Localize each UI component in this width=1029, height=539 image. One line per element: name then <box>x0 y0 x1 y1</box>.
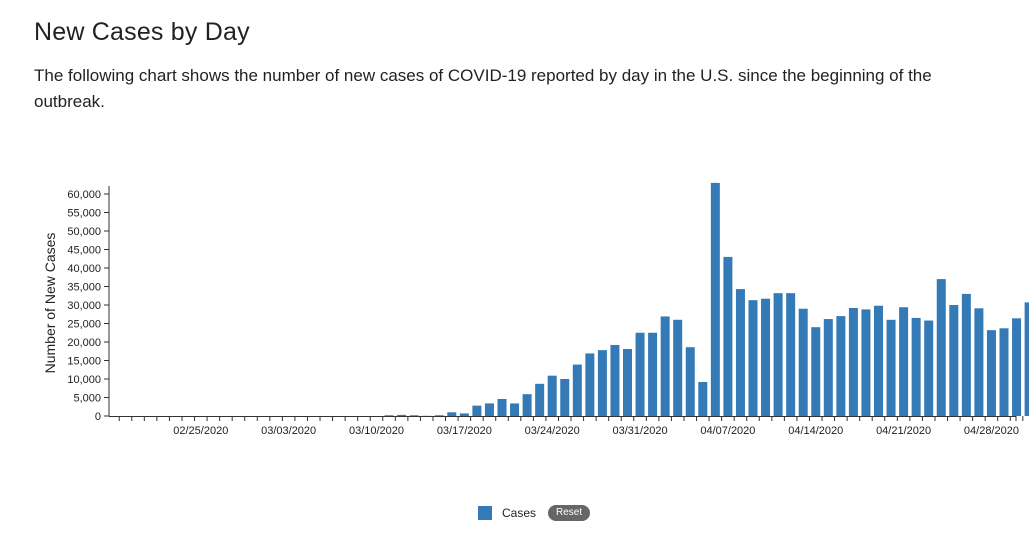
bar[interactable] <box>1012 318 1022 416</box>
x-tick-label: 03/17/2020 <box>437 425 492 437</box>
x-tick-label: 03/10/2020 <box>349 425 404 437</box>
y-tick-label: 20,000 <box>67 337 101 349</box>
bar[interactable] <box>974 308 984 416</box>
reset-button[interactable]: Reset <box>548 505 591 521</box>
bar[interactable] <box>648 332 658 416</box>
bar[interactable] <box>848 307 858 416</box>
bar[interactable] <box>623 349 632 416</box>
bar[interactable] <box>472 405 482 416</box>
bar[interactable] <box>823 319 833 416</box>
bar[interactable] <box>447 412 457 416</box>
bar[interactable] <box>723 256 733 416</box>
page-description: The following chart shows the number of … <box>34 66 932 111</box>
bar[interactable] <box>698 381 708 416</box>
legend-label-cases[interactable]: Cases <box>502 506 537 520</box>
y-axis-title: Number of New Cases <box>42 233 58 374</box>
y-tick-label: 40,000 <box>67 263 101 275</box>
x-tick-label: 02/25/2020 <box>173 425 228 437</box>
bar[interactable] <box>961 293 971 416</box>
bar[interactable] <box>1024 302 1029 416</box>
bar[interactable] <box>660 316 670 416</box>
bar[interactable] <box>911 317 921 416</box>
bar[interactable] <box>673 319 683 416</box>
bar[interactable] <box>484 403 494 416</box>
y-tick-label: 15,000 <box>67 356 101 368</box>
bar[interactable] <box>786 293 796 416</box>
x-tick-label: 04/14/2020 <box>788 425 843 437</box>
bar[interactable] <box>497 398 507 416</box>
x-tick-label: 04/21/2020 <box>876 425 931 437</box>
bar[interactable] <box>924 320 934 416</box>
bar[interactable] <box>434 415 444 416</box>
page-title: New Cases by Day <box>34 18 250 46</box>
y-tick-label: 45,000 <box>67 245 101 257</box>
bar[interactable] <box>710 182 720 416</box>
y-tick-label: 10,000 <box>67 374 101 386</box>
bar[interactable] <box>510 403 520 416</box>
bar[interactable] <box>547 375 557 416</box>
bar[interactable] <box>522 394 532 416</box>
x-tick-label: 03/03/2020 <box>261 425 316 437</box>
bar[interactable] <box>635 332 645 416</box>
bar[interactable] <box>585 353 595 416</box>
y-tick-label: 60,000 <box>67 189 101 201</box>
x-tick-label: 03/24/2020 <box>525 425 580 437</box>
legend-swatch-cases[interactable] <box>478 506 492 520</box>
bar[interactable] <box>836 316 846 416</box>
bar[interactable] <box>886 319 896 416</box>
bar[interactable] <box>384 415 394 416</box>
bar[interactable] <box>610 344 620 416</box>
y-tick-label: 35,000 <box>67 282 101 294</box>
bar[interactable] <box>773 293 783 416</box>
bar[interactable] <box>572 364 582 416</box>
y-tick-label: 25,000 <box>67 319 101 331</box>
bar[interactable] <box>861 309 871 416</box>
bar[interactable] <box>535 383 545 416</box>
chart-legend: Cases Reset <box>478 505 591 521</box>
bar[interactable] <box>949 305 959 416</box>
bar[interactable] <box>798 308 808 416</box>
x-tick-label: 04/07/2020 <box>700 425 755 437</box>
x-tick-label: 04/28/2020 <box>964 425 1019 437</box>
y-tick-label: 30,000 <box>67 300 101 312</box>
bar[interactable] <box>986 330 996 416</box>
bar[interactable] <box>409 415 419 416</box>
bar[interactable] <box>761 298 771 416</box>
y-tick-label: 55,000 <box>67 208 101 220</box>
bar[interactable] <box>748 300 758 416</box>
y-tick-label: 5,000 <box>73 393 101 405</box>
bar[interactable] <box>874 305 883 416</box>
bar[interactable] <box>811 327 821 416</box>
bar[interactable] <box>735 289 745 416</box>
bar[interactable] <box>397 414 407 416</box>
bar[interactable] <box>999 328 1009 416</box>
bar[interactable] <box>899 307 909 416</box>
y-tick-label: 50,000 <box>67 226 101 238</box>
bar[interactable] <box>560 379 570 416</box>
x-tick-label: 03/31/2020 <box>613 425 668 437</box>
bar[interactable] <box>597 350 607 416</box>
y-tick-label: 0 <box>95 411 101 423</box>
bar[interactable] <box>459 413 469 416</box>
bar[interactable] <box>685 347 695 416</box>
bar[interactable] <box>936 279 946 416</box>
